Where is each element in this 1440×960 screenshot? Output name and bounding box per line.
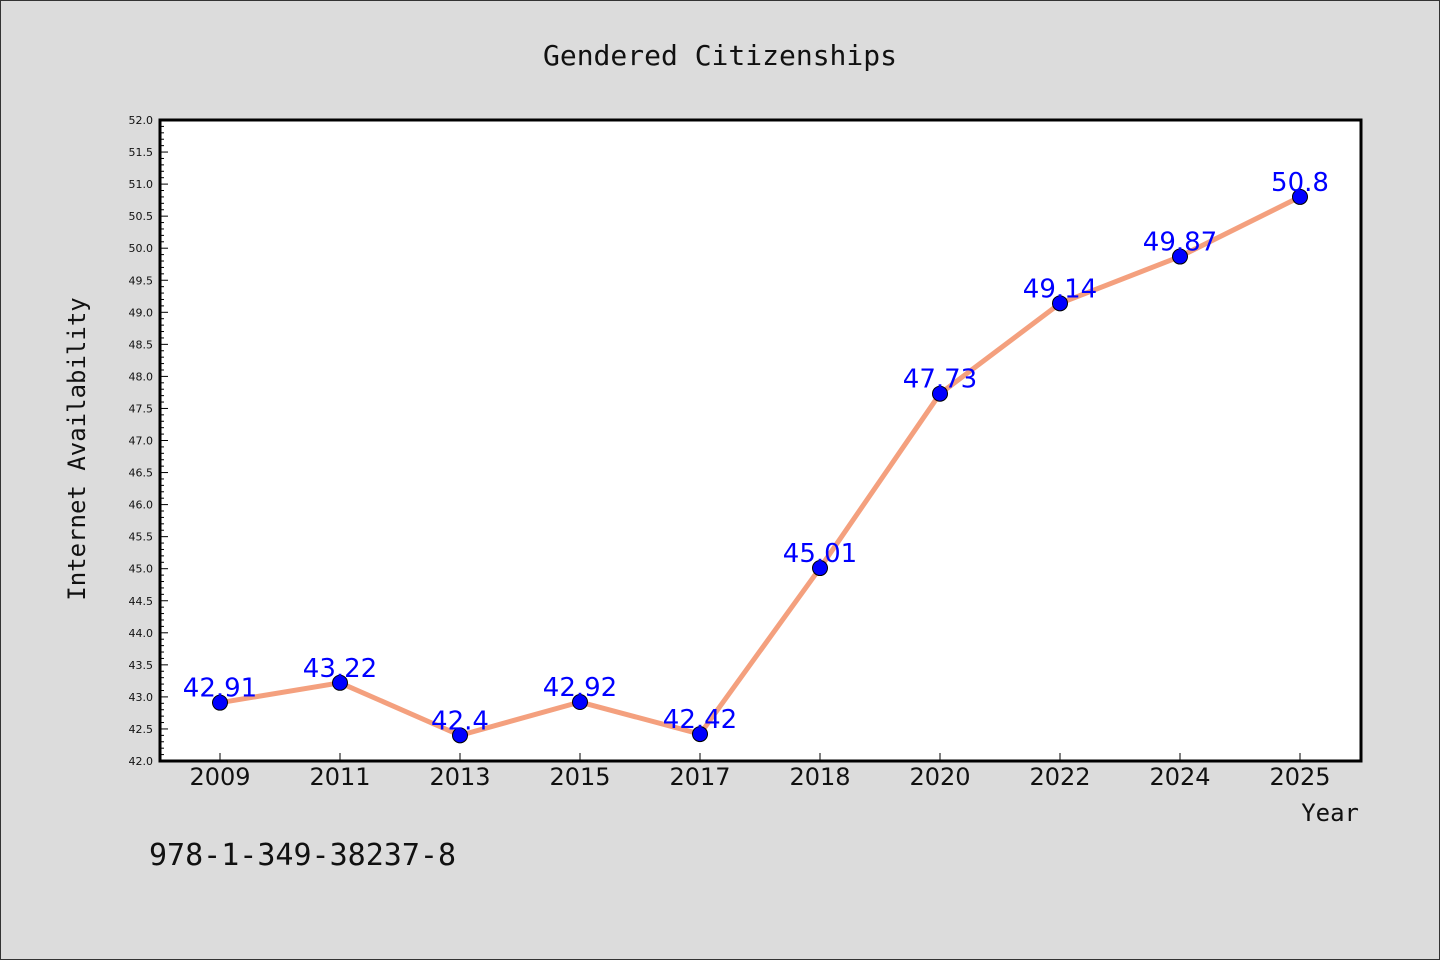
- y-tick-label: 45.5: [129, 531, 154, 544]
- y-tick-label: 51.0: [129, 178, 154, 191]
- data-label: 45.01: [783, 539, 857, 569]
- y-tick-label: 52.0: [129, 114, 154, 127]
- data-point: [692, 726, 708, 743]
- y-tick-label: 43.0: [129, 691, 154, 704]
- y-tick-label: 50.0: [129, 242, 154, 255]
- y-tick-label: 46.5: [129, 467, 154, 480]
- y-tick-label: 47.5: [129, 402, 154, 415]
- data-point: [1172, 248, 1188, 265]
- series-line: [219, 194, 1302, 738]
- y-tick-label: 45.0: [129, 563, 154, 576]
- y-tick-label: 42.0: [129, 755, 154, 768]
- data-label: 42.42: [663, 705, 737, 735]
- y-axis-label: Internet Availability: [63, 297, 91, 600]
- series-layer: [212, 188, 1308, 744]
- x-tick-label: 2011: [309, 763, 370, 791]
- x-tick-label: 2020: [909, 763, 970, 791]
- y-tick-label: 44.5: [129, 595, 154, 608]
- y-tick-label: 50.5: [129, 210, 154, 223]
- y-tick-label: 48.5: [129, 338, 154, 351]
- x-tick-label: 2018: [789, 763, 850, 791]
- y-tick-label: 44.0: [129, 627, 154, 640]
- x-tick-label: 2013: [429, 763, 490, 791]
- y-tick-label: 42.5: [129, 723, 154, 736]
- data-point: [1292, 188, 1308, 205]
- y-tick-label: 51.5: [129, 146, 154, 159]
- data-label: 49.87: [1143, 228, 1217, 258]
- data-labels: 42.91 43.22 42.4 42.92 42.42 45.01 47.73 49.14 4…: [183, 168, 1329, 736]
- x-tick-label: 2015: [549, 763, 610, 791]
- data-label: 42.4: [431, 706, 489, 736]
- data-label: 50.8: [1271, 168, 1329, 198]
- x-tick-label: 2024: [1149, 763, 1210, 791]
- y-tick-label: 48.0: [129, 370, 154, 383]
- x-tick-label: 2022: [1029, 763, 1090, 791]
- data-point: [812, 560, 828, 577]
- data-point: [1052, 295, 1068, 312]
- y-axis: 42.0 42.5 43.0 43.5 44.0 44.5 45.0 45.5 46.0 46.5…: [129, 114, 168, 768]
- data-label: 47.73: [903, 365, 977, 395]
- x-tick-label: 2009: [189, 763, 250, 791]
- x-tick-label: 2025: [1269, 763, 1330, 791]
- data-point: [932, 385, 948, 402]
- data-label: 43.22: [303, 654, 377, 684]
- data-label: 49.14: [1023, 274, 1097, 304]
- y-tick-label: 43.5: [129, 659, 154, 672]
- chart-title: Gendered Citizenships: [543, 39, 897, 72]
- isbn-footnote: 978-1-349-38237-8: [149, 838, 456, 873]
- y-tick-label: 49.0: [129, 306, 154, 319]
- y-tick-label: 46.0: [129, 499, 154, 512]
- y-tick-label: 49.5: [129, 274, 154, 287]
- y-tick-label: 47.0: [129, 435, 154, 448]
- data-point: [452, 727, 468, 744]
- data-point: [212, 694, 228, 711]
- data-point: [572, 694, 588, 711]
- x-axis: 2009 2011 2013 2015 2017 2018 2020 2022 2024 2025: [189, 753, 1331, 791]
- x-axis-label: Year: [1301, 799, 1359, 827]
- data-label: 42.91: [183, 674, 257, 704]
- data-point: [332, 674, 348, 691]
- x-tick-label: 2017: [669, 763, 730, 791]
- data-label: 42.92: [543, 673, 617, 703]
